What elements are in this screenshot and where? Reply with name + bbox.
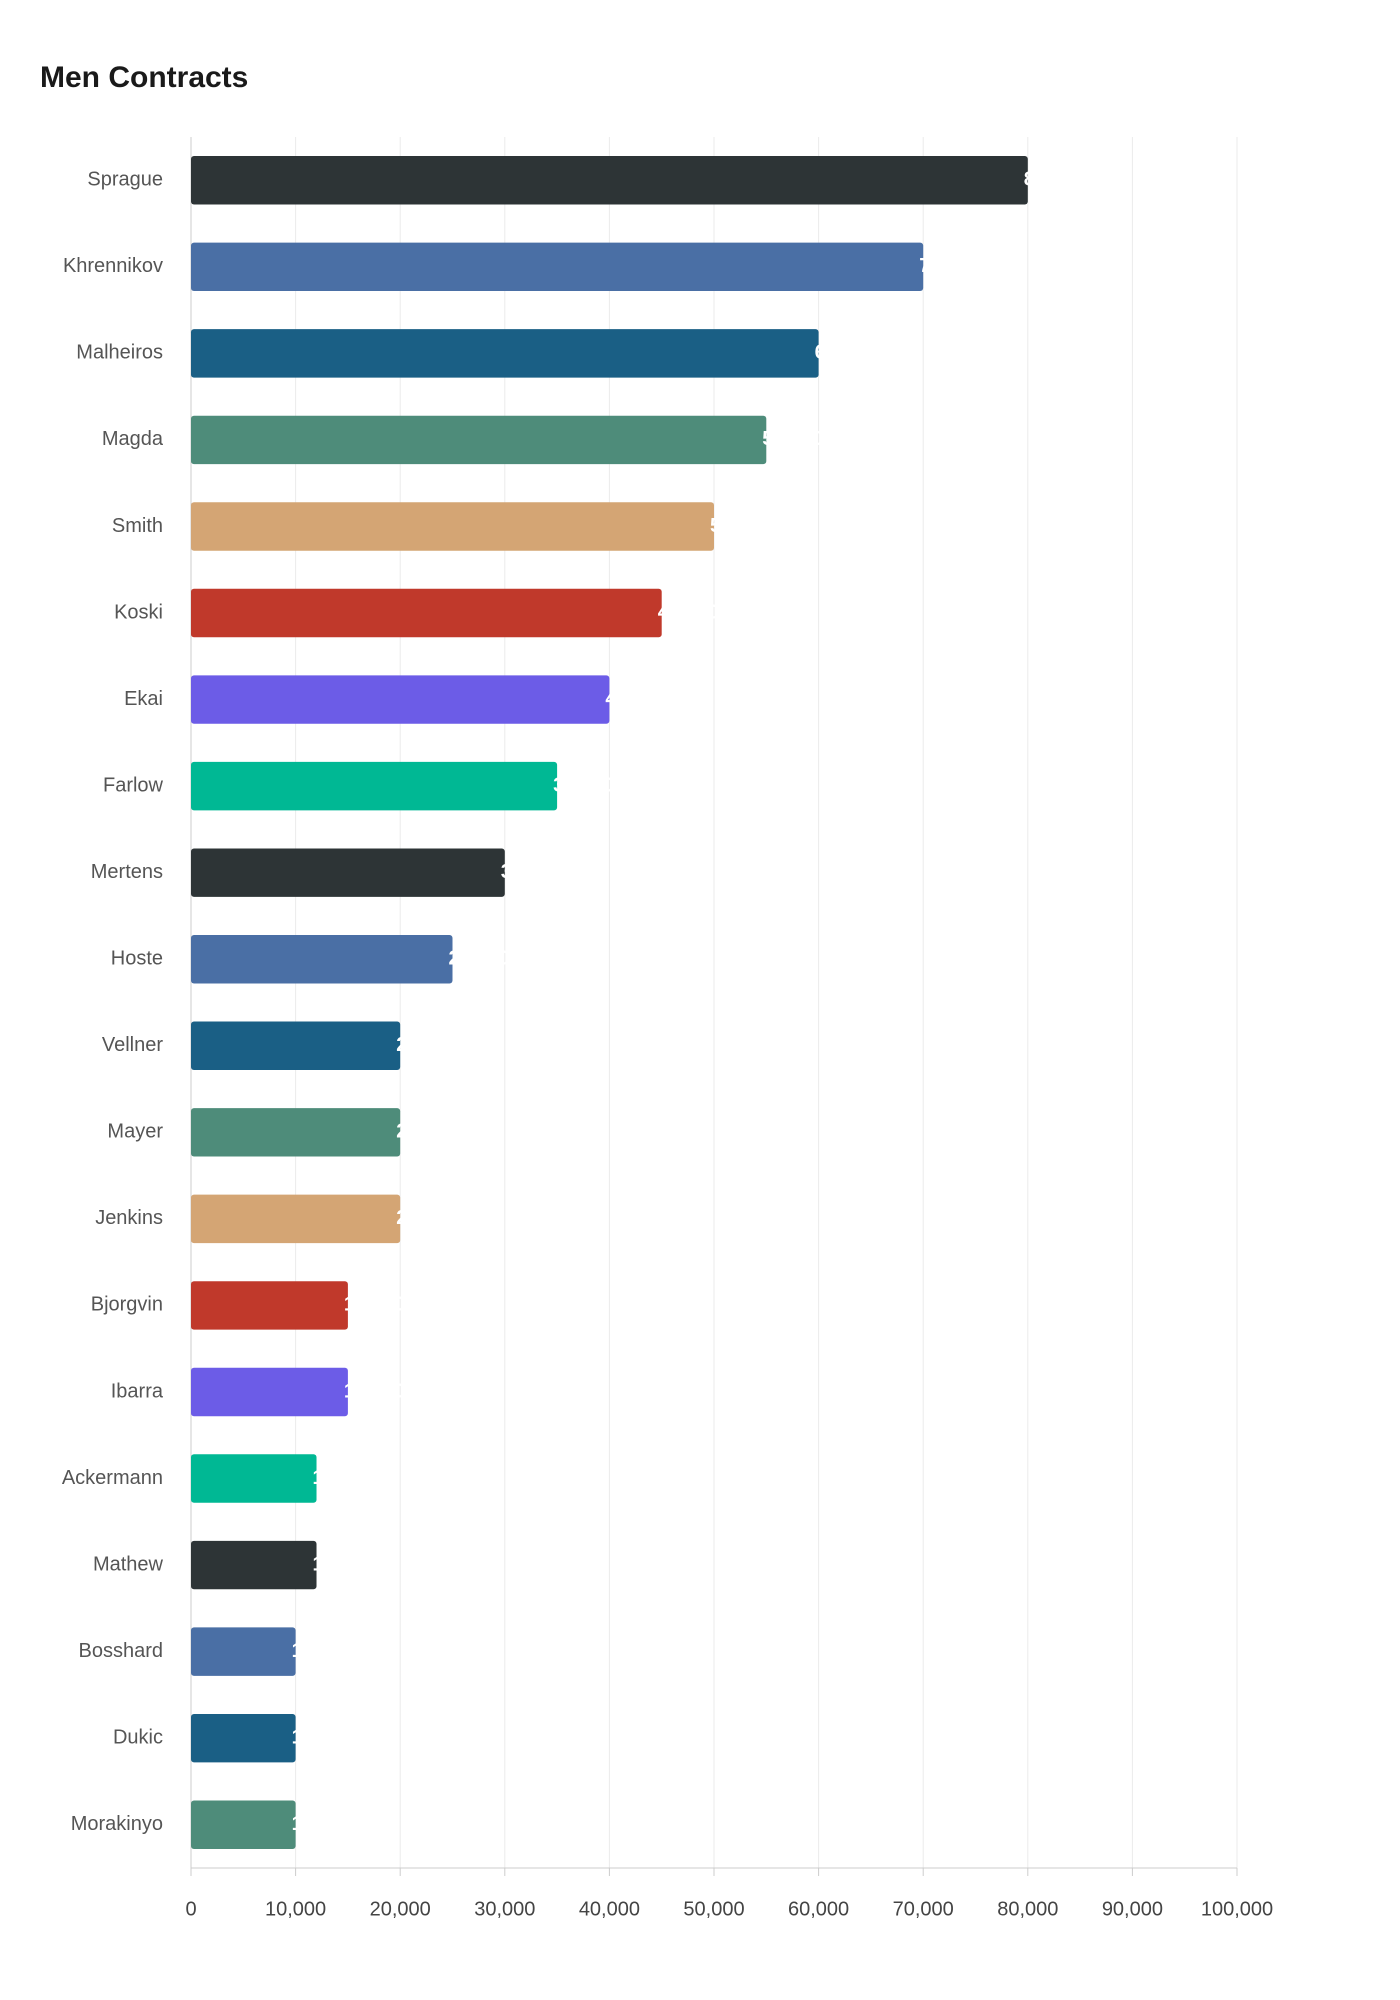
bar <box>191 1194 401 1244</box>
y-tick-label: Koski <box>114 601 163 623</box>
value-label: 70,000 <box>919 255 980 277</box>
value-label: 20,000 <box>396 1207 457 1229</box>
bar <box>191 675 610 724</box>
bar <box>191 242 924 292</box>
x-tick-label: 50,000 <box>683 1898 744 1920</box>
x-tick-label: 80,000 <box>997 1898 1058 1920</box>
y-tick-label: Mertens <box>91 861 163 883</box>
bar <box>191 1367 348 1417</box>
bar <box>191 502 714 551</box>
y-tick-label: Smith <box>112 515 163 537</box>
x-tick-label: 40,000 <box>579 1898 640 1920</box>
x-tick-label: 0 <box>185 1898 196 1920</box>
x-tick-label: 70,000 <box>893 1898 954 1920</box>
value-label: 12,000 <box>313 1553 374 1575</box>
value-label: 20,000 <box>396 1121 457 1143</box>
y-tick-label: Vellner <box>102 1034 163 1056</box>
value-label: 55,000 <box>762 428 823 450</box>
value-label: 80,000 <box>1024 169 1085 191</box>
chart-title: Men Contracts <box>40 61 248 94</box>
bar <box>191 1713 296 1763</box>
value-label: 12,000 <box>313 1467 374 1489</box>
value-label: 10,000 <box>292 1726 353 1748</box>
value-label: 50,000 <box>710 515 771 537</box>
bar <box>191 1800 296 1849</box>
value-label: 25,000 <box>449 948 510 970</box>
value-label: 15,000 <box>344 1294 405 1316</box>
y-tick-label: Mayer <box>107 1121 163 1143</box>
y-tick-label: Ekai <box>124 688 163 710</box>
x-tick-label: 100,000 <box>1201 1898 1273 1920</box>
value-label: 10,000 <box>292 1640 353 1662</box>
value-label: 15,000 <box>344 1380 405 1402</box>
y-tick-label: Bjorgvin <box>91 1294 163 1316</box>
bar <box>191 1540 317 1590</box>
x-tick-label: 60,000 <box>788 1898 849 1920</box>
y-tick-label: Dukic <box>113 1726 163 1748</box>
bar <box>191 1108 401 1157</box>
value-label: 30,000 <box>501 861 562 883</box>
x-tick-label: 30,000 <box>474 1898 535 1920</box>
value-label: 10,000 <box>292 1813 353 1835</box>
x-tick-label: 20,000 <box>370 1898 431 1920</box>
y-tick-label: Magda <box>102 428 164 450</box>
bar <box>191 848 505 897</box>
y-tick-label: Hoste <box>111 948 163 970</box>
bar <box>191 934 453 984</box>
bar <box>191 1021 401 1071</box>
value-label: 60,000 <box>815 342 876 364</box>
value-label: 35,000 <box>553 774 614 796</box>
x-tick-label: 90,000 <box>1102 1898 1163 1920</box>
y-tick-label: Farlow <box>103 774 164 796</box>
bar <box>191 329 819 378</box>
bar <box>191 1627 296 1676</box>
x-tick-label: 10,000 <box>265 1898 326 1920</box>
bar <box>191 1281 348 1330</box>
y-tick-label: Morakinyo <box>71 1813 163 1835</box>
bar <box>191 415 767 465</box>
y-tick-label: Ibarra <box>111 1380 164 1402</box>
bar <box>191 588 662 638</box>
y-tick-label: Jenkins <box>95 1207 163 1229</box>
bar <box>191 156 1028 205</box>
y-tick-label: Mathew <box>93 1553 164 1575</box>
y-tick-label: Bosshard <box>79 1640 164 1662</box>
bar <box>191 1454 317 1503</box>
value-label: 45,000 <box>658 601 719 623</box>
y-tick-label: Khrennikov <box>63 255 163 277</box>
y-tick-label: Malheiros <box>76 342 163 364</box>
value-label: 20,000 <box>396 1034 457 1056</box>
bar <box>191 761 558 811</box>
y-tick-label: Ackermann <box>62 1467 163 1489</box>
y-tick-label: Sprague <box>87 169 163 191</box>
value-label: 40,000 <box>605 688 666 710</box>
